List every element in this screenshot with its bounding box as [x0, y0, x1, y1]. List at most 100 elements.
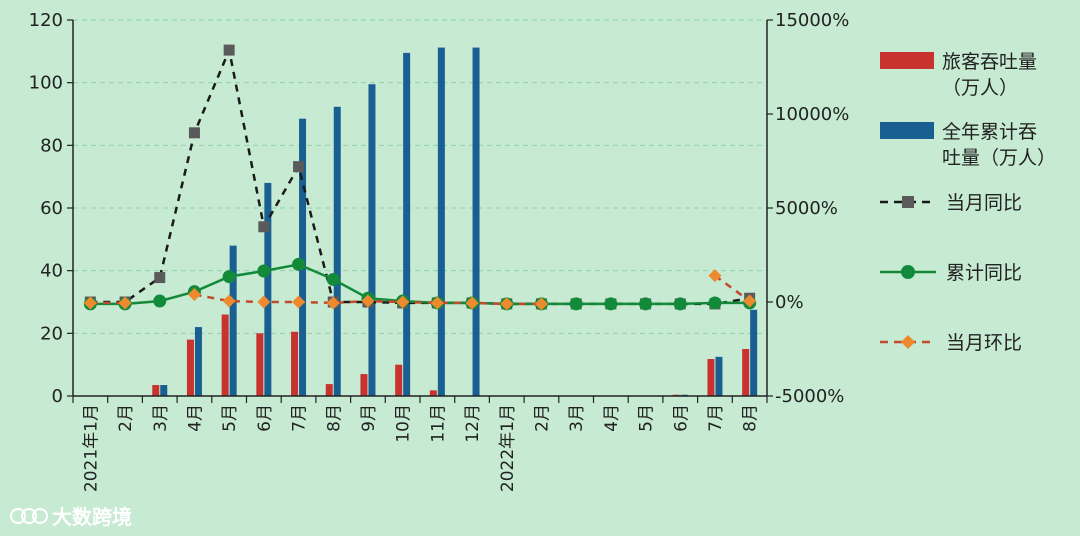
line-point: [604, 297, 618, 311]
line-path: [90, 45, 750, 306]
x-tick-label: 2021年1月: [81, 404, 101, 492]
legend-label: 吐量（万人）: [942, 147, 1056, 169]
x-tick-label: 9月: [359, 404, 379, 432]
bar: [291, 331, 299, 396]
bar: [360, 374, 368, 396]
line-point: [569, 297, 583, 311]
line-point: [293, 161, 305, 173]
x-tick-label: 3月: [567, 404, 587, 432]
y-left-tick-label: 40: [40, 261, 63, 282]
axes: [67, 19, 773, 403]
line-point: [396, 295, 410, 309]
x-tick-label: 8月: [324, 404, 344, 432]
line-point: [639, 297, 653, 311]
x-tick-label: 6月: [255, 404, 275, 432]
bar: [325, 384, 333, 396]
bar: [186, 339, 194, 396]
legend-label: 旅客吞吐量: [942, 51, 1037, 73]
x-tick-label: 7月: [290, 404, 310, 432]
line-point: [83, 296, 97, 310]
line-point: [258, 221, 270, 233]
bar: [194, 327, 202, 396]
x-ticks: 2021年1月 2月 3月 4月 5月 6月 7月 8月 9月 10月 11月 12月 2022年1月 2…: [81, 404, 760, 492]
line-point: [430, 296, 444, 310]
y-right-tick-label: 10000%: [775, 104, 849, 125]
line-point: [222, 270, 236, 284]
series-line: [84, 44, 756, 310]
line-point: [708, 296, 722, 310]
x-tick-label: 4月: [185, 404, 205, 432]
legend-label: 当月同比: [946, 192, 1022, 214]
bar: [229, 245, 237, 396]
bar: [256, 333, 264, 396]
watermark-text: 大数跨境: [52, 505, 132, 529]
x-tick-label: 10月: [394, 404, 414, 443]
bar: [395, 364, 403, 396]
line-point: [153, 294, 167, 308]
y-right-tick-label: 15000%: [775, 10, 849, 31]
legend-entry: 当月环比: [880, 332, 1022, 354]
line-point: [223, 44, 235, 56]
x-tick-label: 4月: [602, 404, 622, 432]
x-tick-label: 11月: [428, 404, 448, 443]
legend-label: （万人）: [942, 77, 1018, 99]
y-right-tick-label: 5000%: [775, 198, 838, 219]
legend-label: 当月环比: [946, 332, 1022, 354]
line-point: [326, 296, 340, 310]
bar: [472, 47, 480, 396]
bar: [368, 84, 376, 396]
legend-marker: [901, 265, 915, 279]
y-left-tick-label: 80: [40, 135, 63, 156]
y-left-tick-label: 0: [52, 386, 63, 407]
legend-marker: [902, 196, 914, 208]
line-point: [292, 295, 306, 309]
x-tick-label: 3月: [151, 404, 171, 432]
bar: [715, 356, 723, 396]
x-tick-label: 2月: [532, 404, 552, 432]
y-left-tick-label: 20: [40, 323, 63, 344]
bar: [403, 52, 411, 397]
bar: [264, 182, 272, 396]
x-tick-label: 7月: [706, 404, 726, 432]
y-right-tick-label: -5000%: [775, 386, 844, 407]
line-point: [188, 127, 200, 139]
bar: [750, 309, 758, 396]
bar: [429, 390, 437, 396]
bar: [221, 314, 229, 396]
y-left-tick-label: 100: [29, 73, 63, 94]
line-point: [326, 272, 340, 286]
legend-swatch: [880, 52, 934, 69]
bar: [707, 359, 715, 396]
x-tick-label: 2月: [116, 404, 136, 432]
line-point: [118, 296, 132, 310]
x-tick-label: 6月: [671, 404, 691, 432]
x-tick-label: 5月: [220, 404, 240, 432]
line-point: [222, 294, 236, 308]
x-tick-label: 5月: [637, 404, 657, 432]
x-tick-label: 12月: [463, 404, 483, 443]
series-line: [83, 269, 757, 311]
line-point: [534, 297, 548, 311]
line-point: [187, 287, 201, 301]
bar: [437, 47, 445, 396]
y-left-ticks: 0 20 40 60 80 100 120: [29, 10, 63, 407]
legend-entry: 当月同比: [880, 192, 1022, 214]
legend-entry: 累计同比: [880, 262, 1022, 284]
bar: [152, 385, 160, 396]
legend-label: 全年累计吞: [942, 121, 1037, 143]
legend-marker: [901, 335, 915, 349]
line-point: [743, 294, 757, 308]
y-right-tick-label: 0%: [775, 292, 804, 313]
line-point: [154, 272, 166, 284]
gridlines: [73, 19, 767, 334]
bar: [299, 118, 307, 396]
bar: [333, 106, 341, 396]
legend-label: 累计同比: [946, 262, 1022, 284]
line-point: [257, 264, 271, 278]
legend-entry: 旅客吞吐量 （万人）: [880, 51, 1037, 99]
series-lines: [83, 44, 757, 311]
y-left-tick-label: 60: [40, 198, 63, 219]
bar: [742, 349, 750, 396]
